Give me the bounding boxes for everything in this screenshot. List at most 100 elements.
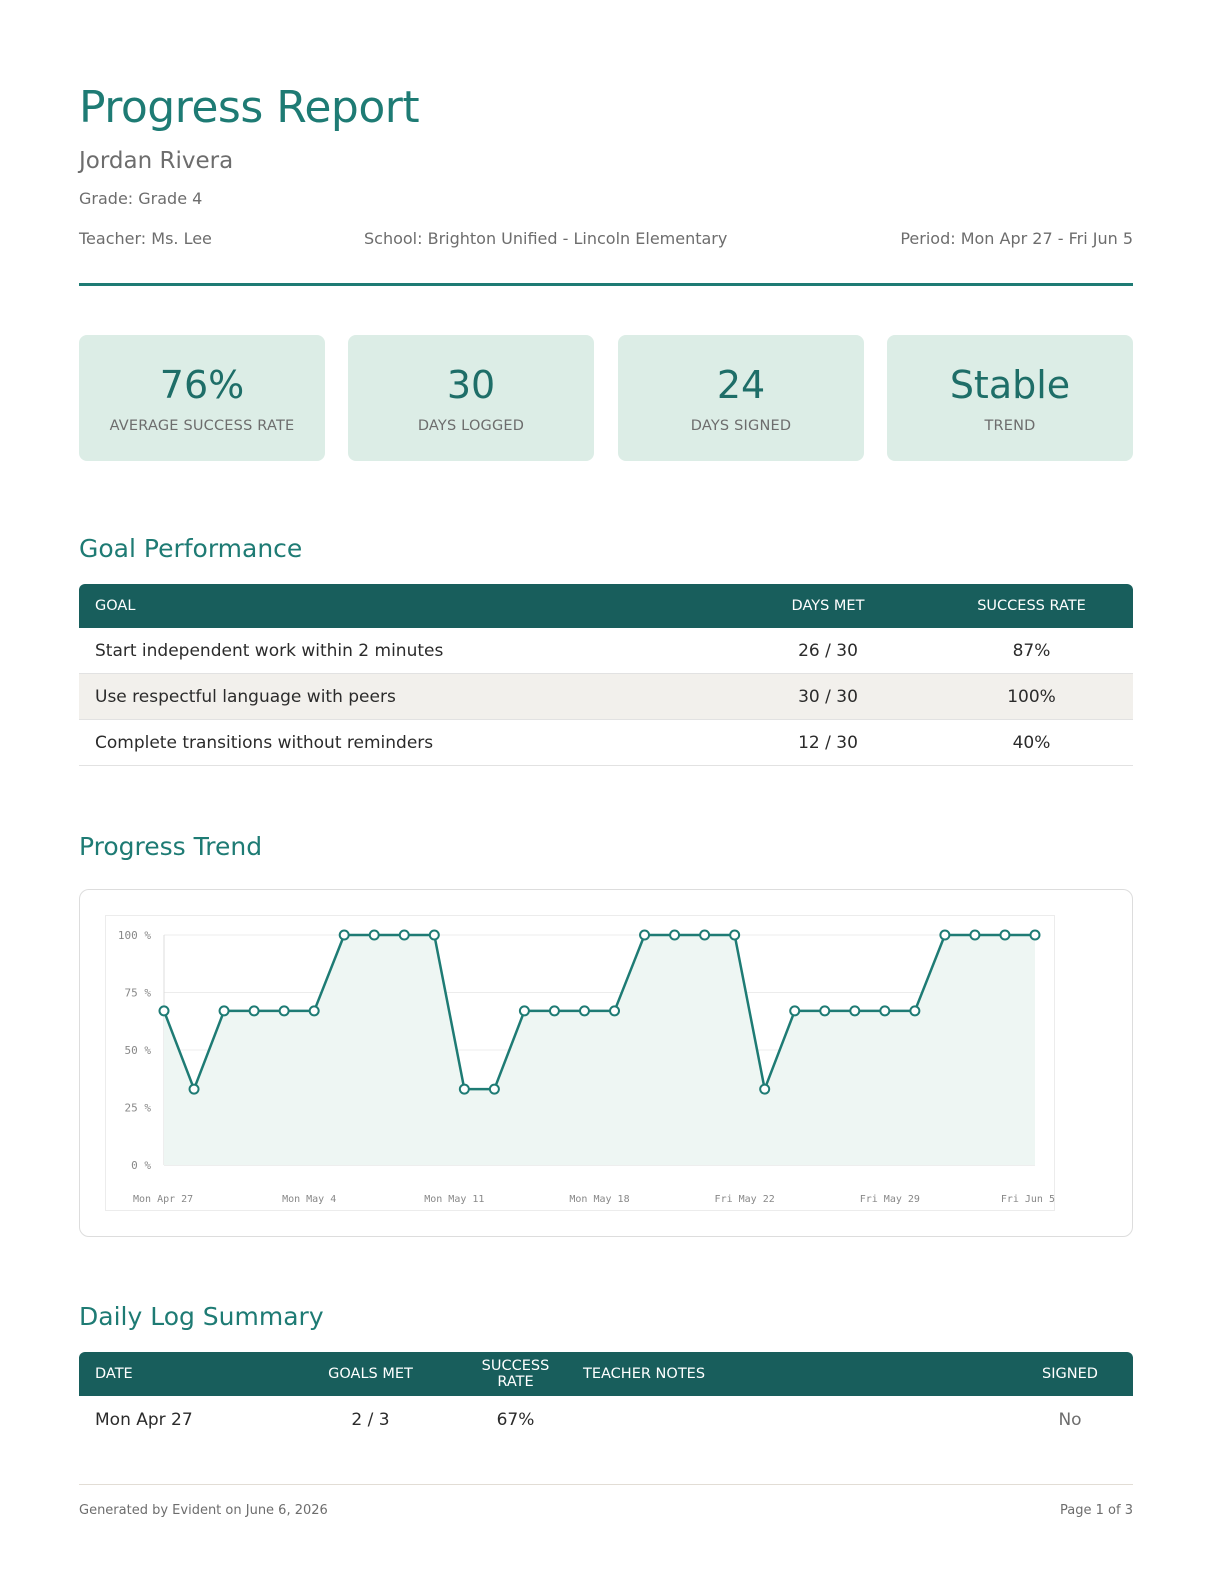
daily-log-table: DATE GOALS MET SUCCESS RATE TEACHER NOTE… [79, 1352, 1133, 1443]
column-header-success-rate: SUCCESS RATE [464, 1352, 567, 1396]
stat-card-average-success-rate: 76% AVERAGE SUCCESS RATE [79, 335, 325, 461]
column-header-goal: GOAL [79, 584, 726, 628]
progress-trend-chart-card: 0 % 25 % 50 % 75 % 100 % Mon Apr 27 Mon May 4… [79, 889, 1133, 1237]
data-point [158, 1005, 170, 1017]
footer-page-number: Page 1 of 3 [1060, 1503, 1133, 1518]
success-rate-cell: 67% [496, 1409, 535, 1430]
data-point [308, 1005, 320, 1017]
table-row: Start independent work within 2 minutes … [79, 628, 1133, 674]
data-point [969, 929, 981, 941]
data-point [428, 929, 440, 941]
data-point [188, 1083, 200, 1095]
data-point [548, 1005, 560, 1017]
data-point [759, 1083, 771, 1095]
goal-cell: Complete transitions without reminders [79, 719, 726, 766]
table-header-row: GOAL DAYS MET SUCCESS RATE [79, 584, 1133, 628]
success-rate-cell: 100% [930, 673, 1133, 720]
data-point [609, 1005, 621, 1017]
data-point [849, 1005, 861, 1017]
y-tick-label: 75 % [125, 987, 152, 1000]
x-tick-label: Fri Jun 5 [1001, 1194, 1055, 1205]
student-name: Jordan Rivera [79, 148, 234, 174]
footer-generated: Generated by Evident on June 6, 2026 [79, 1503, 328, 1518]
header-divider [79, 283, 1133, 286]
data-point [1029, 929, 1041, 941]
x-tick-label: Mon Apr 27 [133, 1194, 193, 1205]
data-point [639, 929, 651, 941]
days-met-cell: 30 / 30 [726, 673, 930, 720]
goal-performance-heading: Goal Performance [79, 534, 303, 563]
goal-performance-table: GOAL DAYS MET SUCCESS RATE Start indepen… [79, 584, 1133, 766]
progress-trend-heading: Progress Trend [79, 832, 263, 861]
column-header-success-rate: SUCCESS RATE [930, 584, 1133, 628]
column-header-teacher-notes: TEACHER NOTES [567, 1352, 1007, 1396]
table-row: Mon Apr 27 2 / 3 67% No [79, 1396, 1133, 1443]
y-tick-label: 0 % [131, 1159, 151, 1172]
stat-label: TREND [984, 418, 1036, 434]
data-point [879, 1005, 891, 1017]
teacher-label: Teacher: Ms. Lee [79, 229, 212, 248]
stat-label: AVERAGE SUCCESS RATE [109, 418, 295, 434]
days-met-cell: 12 / 30 [726, 719, 930, 766]
data-point [518, 1005, 530, 1017]
data-point [729, 929, 741, 941]
days-met-cell: 26 / 30 [726, 628, 930, 674]
data-point [368, 929, 380, 941]
table-row: Use respectful language with peers 30 / … [79, 673, 1133, 720]
data-point [458, 1083, 470, 1095]
stat-value: 30 [446, 363, 496, 407]
stat-card-days-logged: 30 DAYS LOGGED [348, 335, 594, 461]
goals-met-cell: 2 / 3 [351, 1409, 390, 1430]
x-tick-label: Fri May 22 [715, 1194, 775, 1205]
data-point [699, 929, 711, 941]
data-point [669, 929, 681, 941]
column-header-signed: SIGNED [1007, 1352, 1133, 1396]
table-header-row: DATE GOALS MET SUCCESS RATE TEACHER NOTE… [79, 1352, 1133, 1396]
data-point [819, 1005, 831, 1017]
data-point [338, 929, 350, 941]
data-point [909, 1005, 921, 1017]
success-rate-cell: 87% [930, 628, 1133, 674]
column-header-date: DATE [79, 1352, 277, 1396]
stat-card-days-signed: 24 DAYS SIGNED [618, 335, 864, 461]
success-rate-cell: 40% [930, 719, 1133, 766]
x-tick-label: Mon May 11 [424, 1194, 484, 1205]
data-point [248, 1005, 260, 1017]
y-tick-label: 100 % [118, 929, 151, 942]
data-point [789, 1005, 801, 1017]
stat-value: 76% [159, 363, 245, 407]
period-label: Period: Mon Apr 27 - Fri Jun 5 [900, 229, 1133, 248]
x-tick-label: Fri May 29 [860, 1194, 920, 1205]
x-tick-label: Mon May 4 [282, 1194, 336, 1205]
summary-stats: 76% AVERAGE SUCCESS RATE 30 DAYS LOGGED … [79, 335, 1133, 461]
x-tick-label: Mon May 18 [569, 1194, 629, 1205]
progress-trend-chart: 0 % 25 % 50 % 75 % 100 % Mon Apr 27 Mon May 4… [105, 915, 1055, 1211]
stat-value: 24 [716, 363, 766, 407]
stat-card-trend: Stable TREND [887, 335, 1133, 461]
teacher-notes-cell [567, 1396, 1007, 1443]
data-point [999, 929, 1011, 941]
y-tick-label: 25 % [125, 1102, 152, 1115]
data-point [218, 1005, 230, 1017]
table-row: Complete transitions without reminders 1… [79, 719, 1133, 766]
column-header-goals-met: GOALS MET [277, 1352, 464, 1396]
page-title: Progress Report [79, 82, 420, 133]
data-point [398, 929, 410, 941]
grade-label: Grade: Grade 4 [79, 189, 203, 208]
daily-log-heading: Daily Log Summary [79, 1302, 324, 1331]
stat-label: DAYS LOGGED [417, 418, 525, 434]
series-area [164, 935, 1035, 1165]
footer-divider [79, 1484, 1133, 1485]
stat-label: DAYS SIGNED [690, 418, 792, 434]
data-point [578, 1005, 590, 1017]
data-point [939, 929, 951, 941]
date-cell: Mon Apr 27 [95, 1409, 193, 1430]
data-point [488, 1083, 500, 1095]
signed-cell: No [1058, 1409, 1082, 1430]
goal-cell: Use respectful language with peers [79, 673, 726, 720]
data-point [278, 1005, 290, 1017]
stat-value: Stable [949, 363, 1071, 407]
column-header-days-met: DAYS MET [726, 584, 930, 628]
goal-cell: Start independent work within 2 minutes [79, 628, 726, 674]
y-tick-label: 50 % [125, 1044, 152, 1057]
